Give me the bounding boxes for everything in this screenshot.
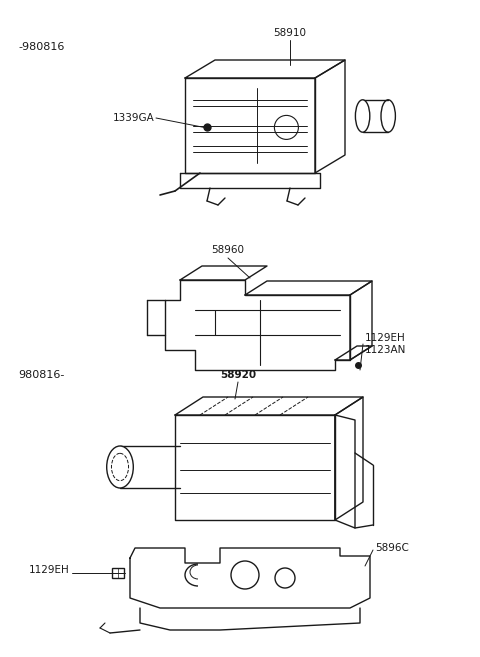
Text: -980816: -980816 <box>18 42 64 52</box>
Text: 1339GA: 1339GA <box>113 113 155 123</box>
Text: 980816-: 980816- <box>18 370 64 380</box>
Ellipse shape <box>355 100 370 132</box>
Circle shape <box>275 116 299 139</box>
Text: 58920: 58920 <box>220 370 256 380</box>
FancyBboxPatch shape <box>112 568 124 578</box>
Text: 58960: 58960 <box>212 245 244 255</box>
Text: 58910: 58910 <box>274 28 307 38</box>
Circle shape <box>231 561 259 589</box>
Ellipse shape <box>111 453 129 481</box>
Text: 1129EH: 1129EH <box>29 565 70 575</box>
Ellipse shape <box>107 446 133 488</box>
Text: 1129EH: 1129EH <box>365 333 406 343</box>
Text: 1123AN: 1123AN <box>365 345 407 355</box>
Text: 5896C: 5896C <box>375 543 409 553</box>
Ellipse shape <box>381 100 396 132</box>
Circle shape <box>275 568 295 588</box>
